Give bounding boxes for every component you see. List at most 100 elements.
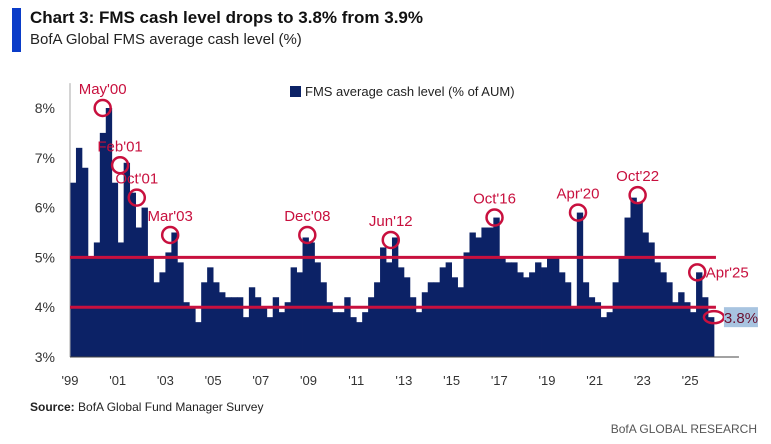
x-tick-label: '99 <box>62 373 79 388</box>
bar <box>654 262 661 357</box>
bar <box>338 312 345 357</box>
bar <box>314 262 321 357</box>
bar <box>487 227 494 357</box>
bar <box>445 262 452 357</box>
annotation-label: Jun'12 <box>369 213 413 230</box>
annotations-group: May'00 Feb'01 Oct'01 Mar'03 Dec'08 Jun'12 Oct'… <box>79 81 758 328</box>
bar <box>290 267 297 357</box>
x-tick-label: '11 <box>348 373 364 388</box>
bar <box>690 312 697 357</box>
annotation-label: Mar'03 <box>147 208 192 225</box>
bar <box>296 272 303 357</box>
bar <box>612 282 619 357</box>
bar <box>427 282 435 357</box>
annotation-circle <box>160 225 180 245</box>
bar <box>236 297 244 357</box>
annotation-label: Feb'01 <box>97 138 142 155</box>
bars-group <box>70 108 715 357</box>
bar <box>588 297 596 357</box>
bar <box>129 192 136 357</box>
bar <box>576 212 584 357</box>
bar <box>284 302 292 357</box>
bar <box>302 237 309 357</box>
bar <box>684 302 691 357</box>
bar <box>594 302 602 357</box>
legend-swatch <box>290 86 301 97</box>
bar <box>266 317 274 357</box>
bar <box>374 282 381 357</box>
y-tick-label: 5% <box>35 249 55 265</box>
footer-brand: BofA GLOBAL RESEARCH <box>610 422 757 436</box>
bar <box>75 147 83 357</box>
annotation-label: Oct'16 <box>473 191 516 208</box>
bar <box>362 312 369 357</box>
bar <box>672 302 679 357</box>
bar <box>141 207 148 357</box>
bar <box>421 292 429 357</box>
bar <box>582 282 590 357</box>
annotation-circle <box>298 225 317 245</box>
x-tick-label: '17 <box>491 373 508 388</box>
bar <box>529 272 536 357</box>
bar <box>558 272 566 357</box>
bar <box>606 312 613 357</box>
bar <box>624 217 631 357</box>
y-tick-label: 4% <box>35 299 55 315</box>
bar <box>493 217 500 357</box>
bar <box>93 242 101 357</box>
bar <box>541 267 548 357</box>
y-tick-label: 3% <box>35 349 55 365</box>
annotation-circle <box>127 188 147 207</box>
bar <box>380 247 387 357</box>
chart-title: Chart 3: FMS cash level drops to 3.8% fr… <box>30 8 424 27</box>
bar <box>505 262 512 357</box>
x-tick-label: '09 <box>300 373 317 388</box>
bar <box>135 227 142 357</box>
bar <box>195 322 202 357</box>
bar <box>702 297 709 357</box>
bar <box>523 277 530 357</box>
bar <box>469 232 476 357</box>
bar <box>70 182 77 357</box>
bar <box>260 307 268 357</box>
bar <box>105 108 113 357</box>
bar <box>183 302 190 357</box>
x-tick-label: '07 <box>252 373 269 388</box>
bar <box>165 252 172 357</box>
x-tick-label: '21 <box>586 373 603 388</box>
bar <box>511 262 518 357</box>
bar <box>391 237 399 357</box>
bar <box>475 237 482 357</box>
bar <box>320 282 327 357</box>
bar <box>660 272 667 357</box>
legend-label: FMS average cash level (% of AUM) <box>305 84 515 99</box>
bar <box>248 287 256 357</box>
bar <box>99 132 107 357</box>
x-tick-label: '15 <box>443 373 460 388</box>
bar <box>403 277 411 357</box>
bar <box>451 277 458 357</box>
bar <box>439 267 447 357</box>
bar <box>117 242 125 357</box>
source-note: Source: BofA Global Fund Manager Survey <box>30 400 263 414</box>
bar <box>397 267 405 357</box>
bar <box>308 242 315 357</box>
annotation-label: Apr'20 <box>557 186 600 203</box>
bar <box>356 322 363 357</box>
bar <box>415 312 423 357</box>
x-tick-label: '13 <box>395 373 412 388</box>
bar <box>272 297 280 357</box>
annotation-circle <box>628 185 647 205</box>
bar <box>696 272 703 357</box>
bar <box>81 167 89 357</box>
x-tick-label: '23 <box>634 373 651 388</box>
x-tick-label: '03 <box>157 373 174 388</box>
bar <box>111 182 119 357</box>
bar <box>350 317 357 357</box>
bar <box>564 282 572 357</box>
bar <box>344 297 351 357</box>
annotation-label: May'00 <box>79 81 127 98</box>
bar <box>666 282 673 357</box>
bar <box>600 317 608 357</box>
bar <box>171 232 178 357</box>
